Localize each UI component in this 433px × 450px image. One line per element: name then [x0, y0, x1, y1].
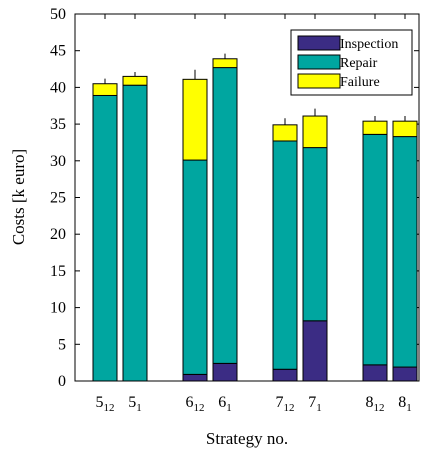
- x-tick-label: 81: [398, 394, 412, 414]
- bar-failure-0: [92, 83, 118, 96]
- legend-items: Inspection Repair Failure: [297, 35, 398, 90]
- bar-repair-0: [92, 94, 118, 382]
- x-tick-label-sub: 1: [226, 402, 232, 414]
- bar-failure-1: [122, 75, 148, 86]
- bar-inspection-2: [182, 373, 208, 382]
- bar-repair-2: [182, 159, 208, 375]
- bar-failure-6: [362, 120, 388, 135]
- bar-failure-3: [212, 58, 238, 69]
- x-tick-label-main: 5: [128, 394, 136, 411]
- x-tick-label: 61: [218, 394, 232, 414]
- bar-repair-3: [212, 67, 238, 364]
- bar-repair-6: [362, 133, 388, 366]
- y-tick-label: 50: [50, 6, 66, 23]
- legend-label-repair: Repair: [340, 56, 378, 71]
- bar-inspection-3: [212, 362, 238, 382]
- x-tick-label-main: 6: [218, 394, 226, 411]
- bar-inspection-7: [392, 366, 418, 382]
- bar-inspection-4: [272, 368, 298, 382]
- error-bars: [104, 53, 406, 125]
- x-axis-label: Strategy no.: [206, 429, 288, 448]
- x-tick-label: 712: [276, 394, 295, 414]
- y-tick-label: 0: [58, 373, 66, 390]
- y-tick-label: 35: [50, 116, 66, 133]
- x-tick-labels: 512 51 612 61 712 71 812 81: [96, 394, 412, 414]
- y-tick-label: 20: [50, 226, 66, 243]
- x-tick-label-main: 5: [96, 394, 104, 411]
- bar-repair-4: [272, 140, 298, 370]
- x-tick-label-sub: 1: [406, 402, 412, 414]
- x-tick-label-sub: 12: [284, 402, 295, 414]
- y-tick-label: 25: [50, 190, 66, 207]
- legend-swatch-failure: [297, 73, 341, 89]
- x-tick-label: 512: [96, 394, 115, 414]
- bars: [92, 58, 418, 382]
- x-tick-label-main: 7: [276, 394, 284, 411]
- legend-label-inspection: Inspection: [340, 37, 398, 52]
- y-tick-label: 40: [50, 79, 66, 96]
- x-tick-label-sub: 12: [104, 402, 115, 414]
- legend: Inspection Repair Failure: [290, 29, 413, 96]
- bar-failure-2: [182, 78, 208, 161]
- x-tick-label: 612: [186, 394, 205, 414]
- x-tick-label-main: 7: [308, 394, 316, 411]
- bar-failure-4: [272, 124, 298, 142]
- bar-repair-1: [122, 84, 148, 382]
- x-tick-label-main: 6: [186, 394, 194, 411]
- y-tick-label: 10: [50, 300, 66, 317]
- y-tick-labels: 0 5 10 15 20 25 30 35 40 45 50: [50, 6, 66, 390]
- x-tick-label-sub: 12: [194, 402, 205, 414]
- y-tick-label: 45: [50, 43, 66, 60]
- legend-swatch-repair: [297, 54, 341, 70]
- x-tick-label: 51: [128, 394, 142, 414]
- x-tick-label-sub: 1: [316, 402, 322, 414]
- bar-repair-5: [302, 147, 328, 322]
- x-tick-label: 812: [366, 394, 385, 414]
- x-tick-label-sub: 1: [136, 402, 142, 414]
- x-tick-label-sub: 12: [374, 402, 385, 414]
- x-tick-label: 71: [308, 394, 322, 414]
- bar-inspection-6: [362, 364, 388, 382]
- x-tick-label-main: 8: [398, 394, 406, 411]
- y-tick-label: 30: [50, 153, 66, 170]
- bar-failure-7: [392, 120, 418, 138]
- y-axis-label: Costs [k euro]: [9, 149, 28, 245]
- legend-swatch-inspection: [297, 35, 341, 51]
- y-tick-label: 5: [58, 336, 66, 353]
- bar-repair-7: [392, 136, 418, 368]
- legend-label-failure: Failure: [340, 75, 380, 90]
- y-tick-label: 15: [50, 263, 66, 280]
- bar-failure-5: [302, 115, 328, 149]
- bar-inspection-5: [302, 320, 328, 382]
- x-tick-label-main: 8: [366, 394, 374, 411]
